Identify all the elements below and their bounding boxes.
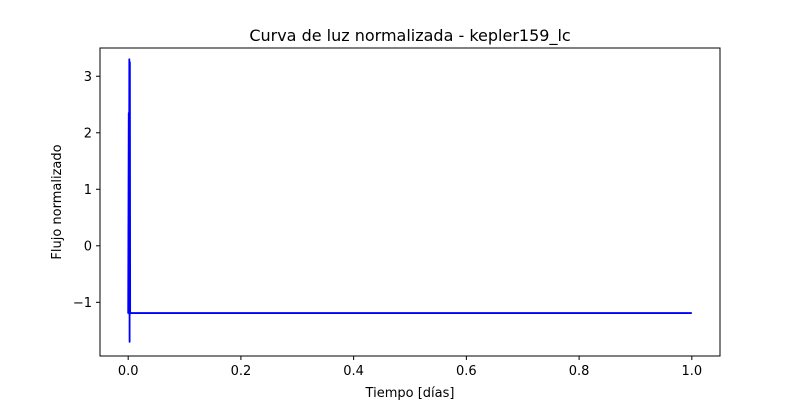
series-line-0 bbox=[127, 58, 692, 343]
plot-area bbox=[99, 47, 721, 357]
x-tick-label: 1.0 bbox=[681, 364, 702, 379]
x-tick-label: 0.0 bbox=[118, 364, 139, 379]
y-tick-label: −1 bbox=[73, 296, 92, 311]
plot-frame bbox=[99, 47, 721, 357]
y-axis-label: Flujo normalizado bbox=[50, 144, 65, 259]
y-axis: −1 0 1 2 3 bbox=[73, 70, 100, 311]
x-tick-label: 0.4 bbox=[343, 364, 364, 379]
y-tick-label: 1 bbox=[84, 183, 92, 198]
y-tick-label: 3 bbox=[84, 70, 92, 85]
x-tick-label: 0.6 bbox=[456, 364, 477, 379]
x-tick-label: 0.2 bbox=[231, 364, 252, 379]
x-axis-label: Tiempo [días] bbox=[365, 386, 455, 400]
x-tick-label: 0.8 bbox=[569, 364, 590, 379]
y-tick-label: 0 bbox=[84, 239, 92, 254]
y-tick-label: 2 bbox=[84, 126, 92, 141]
chart-title: Curva de luz normalizada - kepler159_lc bbox=[249, 26, 570, 46]
x-axis: 0.0 0.2 0.4 0.6 0.8 1.0 bbox=[118, 356, 702, 379]
